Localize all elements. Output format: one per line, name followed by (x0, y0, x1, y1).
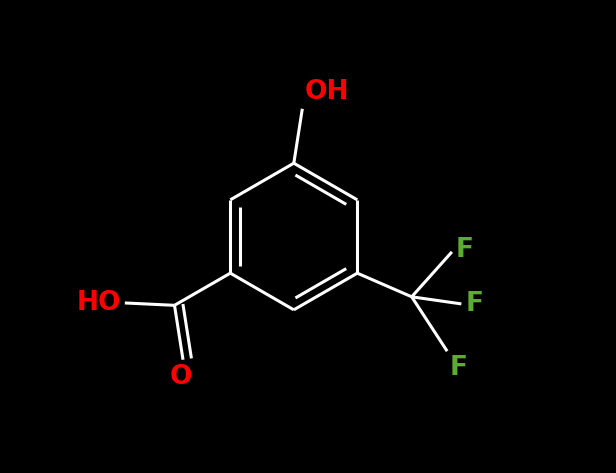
Text: F: F (456, 236, 474, 263)
Text: F: F (450, 355, 468, 381)
Text: HO: HO (76, 290, 121, 316)
Text: OH: OH (305, 79, 349, 105)
Text: O: O (169, 365, 192, 390)
Text: F: F (465, 291, 483, 317)
